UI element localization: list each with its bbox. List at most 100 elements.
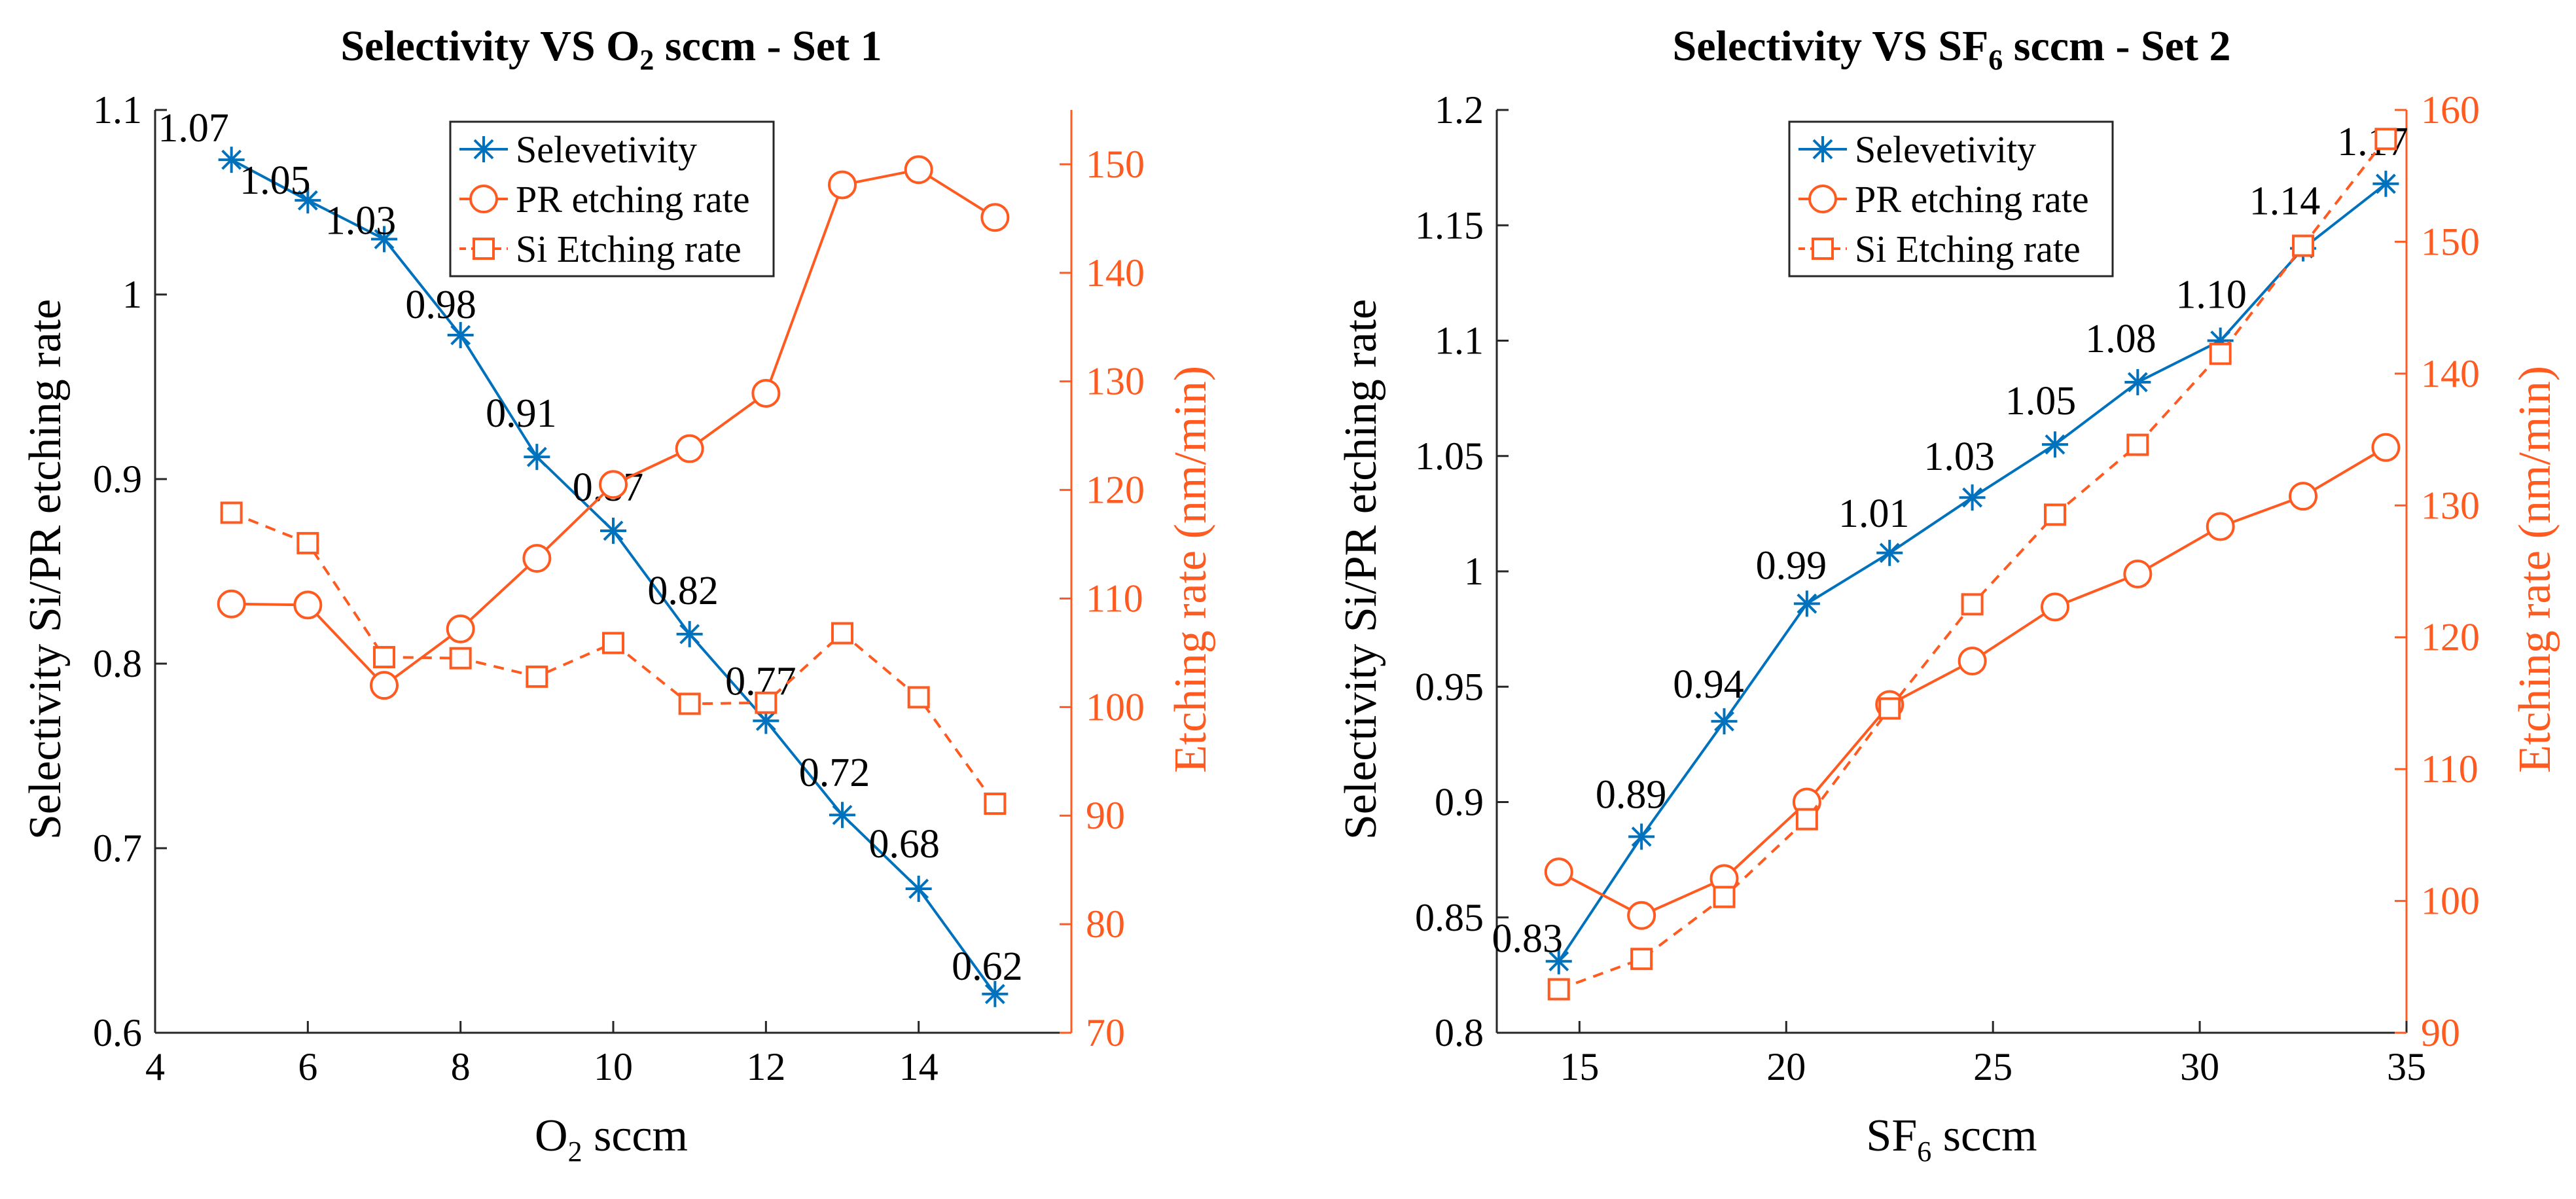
data-point [522,544,552,573]
y-axis-label-right: Etching rate (nm/min) [2510,366,2560,773]
legend-marker [473,238,495,260]
data-point [980,203,1010,232]
y-tick-label-left: 0.9 [1435,781,1484,824]
y-tick-label-left: 1 [122,273,142,316]
y-tick-label-right: 100 [1086,685,1145,728]
data-point [446,614,475,643]
data-label: 1.01 [1838,492,1910,536]
y-tick-label-right: 120 [2421,616,2480,659]
x-tick-label: 30 [2180,1045,2219,1088]
legend-marker [1808,185,1837,213]
legend-entry: PR etching rate [1855,178,2089,221]
legend-marker [469,185,498,213]
legend-marker [471,136,497,162]
data-point [2372,170,2399,197]
x-tick-label: 25 [1973,1045,2012,1088]
data-point [2374,128,2397,151]
data-point [1627,901,1656,930]
y-tick-label-right: 130 [2421,484,2480,527]
chart-panel-set-2: Selectivity VS SF6 sccm - Set 2 15 20 25 30… [1336,22,2560,1168]
data-point [2124,368,2151,395]
axes-layer: 15 20 25 30 35 0.8 0.85 0.9 0.95 1 1.05 1.1 1.15 1.2 9… [1415,88,2480,1088]
chart-panel-set-1: Selectivity VS O2 sccm - Set 1 4 6 8 10 12 14… [20,22,1216,1168]
series-line-si-etching-rate [230,511,996,805]
y-tick-label-right: 130 [1086,360,1145,403]
x-axis-label: O2 sccm [535,1111,688,1168]
data-point [1544,857,1573,887]
data-point [2043,503,2066,526]
data-point [1628,823,1655,850]
data-label: 1.05 [240,158,311,203]
legend-entry: Selevetivity [1855,128,2036,171]
data-label: 1.08 [2085,317,2156,361]
data-label: 0.89 [1596,772,1667,817]
data-point [1958,646,1987,675]
data-point [526,665,548,688]
y-tick-label-right: 90 [2421,1011,2460,1054]
y-tick-label-right: 70 [1086,1011,1125,1054]
data-point [1878,697,1901,720]
data-point [1630,948,1653,971]
y-tick-label-right: 120 [1086,469,1145,512]
series-line-selevetivity [230,158,996,995]
data-point [599,470,628,499]
data-point [1795,808,1818,831]
y-tick-label-left: 0.6 [93,1011,142,1054]
data-point [982,980,1009,1007]
data-point [678,692,701,715]
data-label: 0.72 [799,751,870,795]
data-point [828,170,857,200]
x-tick-label: 20 [1766,1045,1806,1088]
legend: Selevetivity PR etching rate Si Etching ra… [449,120,775,277]
data-point [2371,433,2401,462]
legend-marker [1812,238,1834,260]
data-label: 0.99 [1756,543,1827,588]
data-point [217,589,246,618]
y-tick-label-left: 1.05 [1415,435,1484,478]
y-tick-label-right: 110 [1086,577,1143,620]
data-label: 1.10 [2175,273,2247,317]
y-tick-label-right: 100 [2421,880,2480,923]
legend-entry: Si Etching rate [516,228,742,270]
data-point [1545,948,1572,975]
data-label: 1.03 [325,198,397,243]
data-point [1961,593,1984,616]
data-point [904,155,933,185]
y-tick-label-left: 1 [1464,550,1484,593]
chart-title: Selectivity VS O2 sccm - Set 1 [340,22,882,76]
x-tick-label: 35 [2387,1045,2426,1088]
data-label: 1.03 [1923,435,1995,479]
x-tick-label: 12 [746,1045,785,1088]
data-point [600,517,626,544]
data-point [676,620,703,647]
data-point [293,590,323,620]
axes-layer: 4 6 8 10 12 140.60.70.80.911.1708090100110120… [93,88,1145,1088]
series-layer: 1.071.051.030.980.910.870.820.770.720.68… [158,106,1023,1007]
legend-marker [1810,136,1836,162]
data-point [1793,590,1820,617]
data-point [1959,484,1986,511]
chart-title: Selectivity VS SF6 sccm - Set 2 [1673,22,2231,76]
data-point [2126,433,2149,456]
data-label: 0.98 [405,283,476,327]
data-point [1547,978,1570,1001]
y-axis-label-left: Selectivity Si/PR etching rate [1336,299,1386,840]
data-point [602,632,624,654]
y-tick-label-right: 140 [1086,251,1145,295]
data-point [296,531,319,554]
data-label: 0.83 [1492,917,1564,961]
y-tick-label-left: 0.95 [1415,665,1484,708]
data-point [984,792,1007,815]
x-tick-label: 10 [594,1045,633,1088]
data-point [370,671,399,700]
data-label: 0.82 [647,569,719,613]
data-point [447,322,474,349]
data-label: 1.07 [158,106,229,151]
y-tick-label-left: 1.1 [1435,319,1484,363]
y-tick-label-right: 110 [2421,747,2478,791]
data-point [2123,560,2153,589]
data-point [829,802,855,829]
data-point [907,686,930,709]
data-point [2289,482,2318,511]
data-point [751,378,781,408]
